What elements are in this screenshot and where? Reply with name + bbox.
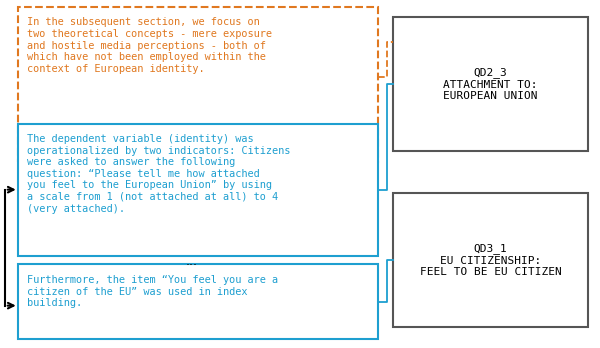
Text: In the subsequent section, we focus on
two theoretical concepts - mere exposure
: In the subsequent section, we focus on t… xyxy=(27,17,272,74)
Bar xyxy=(393,17,588,151)
Bar xyxy=(18,264,378,339)
Text: Furthermore, the item “You feel you are a
citizen of the EU” was used in index
b: Furthermore, the item “You feel you are … xyxy=(27,275,278,308)
Text: ...: ... xyxy=(186,255,198,268)
Bar xyxy=(393,193,588,327)
Bar xyxy=(18,7,378,162)
Text: The dependent variable (identity) was
operationalized by two indicators: Citizen: The dependent variable (identity) was op… xyxy=(27,134,290,214)
Text: QD2_3
ATTACHMENT TO:
EUROPEAN UNION: QD2_3 ATTACHMENT TO: EUROPEAN UNION xyxy=(443,67,538,102)
Text: QD3_1
EU CITIZENSHIP:
FEEL TO BE EU CITIZEN: QD3_1 EU CITIZENSHIP: FEEL TO BE EU CITI… xyxy=(419,243,562,277)
Bar xyxy=(18,124,378,256)
